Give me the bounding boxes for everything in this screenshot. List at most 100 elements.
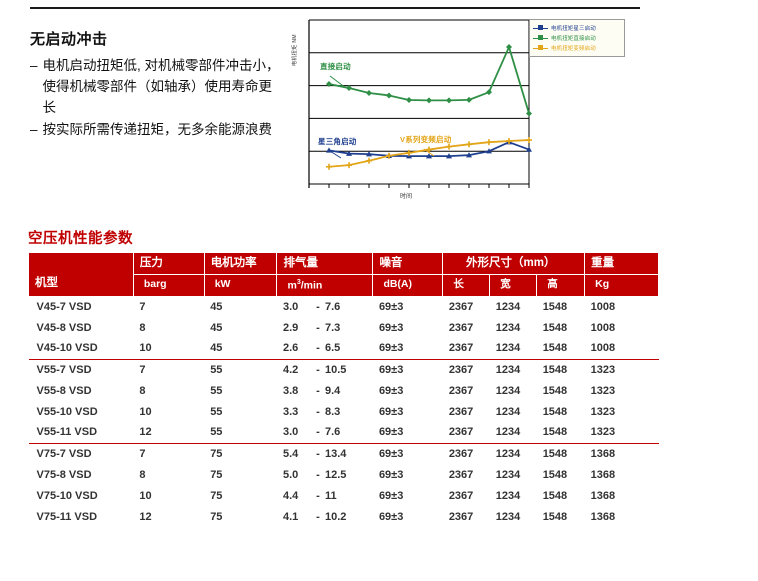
flow-min: 2.9 — [282, 321, 299, 334]
unit-flow-prefix: m — [287, 279, 297, 292]
cell-power: 45 — [210, 321, 223, 334]
cell-noise: 69±3 — [378, 405, 404, 418]
cell-model: V75-8 VSD — [36, 468, 92, 481]
cell-flow: 5.4 -13.4 — [276, 442, 373, 465]
flow-min: 3.8 — [282, 384, 299, 397]
cell-weight: 1368 — [584, 442, 659, 465]
cell-width: 1234 — [495, 489, 521, 502]
cell-model: V75-10 VSD — [36, 489, 98, 502]
cell-length: 2367 — [448, 300, 474, 313]
cell-flow: 4.4 -11 — [277, 485, 373, 506]
cell-height: 1548 — [542, 489, 568, 502]
flow-max: 10.2 — [324, 510, 347, 523]
cell-noise: 69±3 — [378, 342, 404, 355]
annotation-leader-line — [423, 148, 435, 157]
unit-flow-suffix: /min — [300, 279, 323, 292]
cell-length: 2367 — [442, 442, 490, 465]
cell-length: 2367 — [448, 321, 474, 334]
feature-item-text: 按实际所需传递扭矩，无多余能源浪费 — [42, 121, 273, 137]
cell-length: 2367 — [448, 342, 474, 355]
flow-max: 8.3 — [324, 405, 341, 418]
cell-height: 1548 — [542, 321, 568, 334]
cell-model: V55-10 VSD — [36, 405, 98, 418]
cell-pressure: 10 — [139, 489, 152, 502]
flow-range-dash: - — [316, 342, 320, 355]
flow-min: 3.0 — [282, 426, 299, 439]
chart-series-plus — [326, 137, 532, 170]
cell-pressure: 12 — [139, 510, 152, 523]
cell-pressure: 7 — [133, 442, 205, 465]
header-noise: 噪音 — [372, 252, 444, 275]
cell-flow: 4.2 -10.5 — [276, 358, 373, 381]
unit-noise: dB(A) — [372, 273, 444, 297]
cell-length: 2367 — [448, 489, 474, 502]
cell-pressure: 8 — [139, 384, 146, 397]
spec-table-body: V45-7 VSD 7 45 3.0-7.6 69±3 2367 1234 1548 1008 V… — [28, 296, 659, 527]
cell-length: 2367 — [448, 510, 474, 523]
flow-min: 4.1 — [282, 510, 299, 523]
cell-power: 75 — [210, 510, 223, 523]
cell-pressure: 12 — [139, 426, 152, 439]
section-title: 空压机性能参数 — [28, 231, 133, 247]
flow-min: 3.3 — [282, 405, 299, 418]
legend-marker-icon — [533, 34, 548, 42]
unit-flow-exponent: 3 — [296, 278, 301, 286]
flow-range-dash: - — [316, 510, 320, 523]
cell-weight: 1008 — [590, 300, 616, 313]
flow-min: 3.0 — [282, 300, 299, 313]
cell-model: V45-10 VSD — [36, 342, 98, 355]
cell-height: 1548 — [542, 300, 568, 313]
spec-table-head: 机型 压力 电机功率 排气量 噪音 外形尺寸（mm） 重量 barg kW m3… — [28, 252, 659, 297]
cell-pressure: 8 — [139, 321, 146, 334]
chart-annotation-vfd-start: V系列变频启动 — [400, 135, 452, 144]
cell-height: 1548 — [542, 426, 568, 439]
cell-weight: 1368 — [590, 510, 616, 523]
cell-power: 45 — [210, 300, 223, 313]
flow-range-dash: - — [316, 447, 320, 460]
flow-range-dash: - — [316, 468, 320, 481]
header-pressure: 压力 — [132, 252, 205, 275]
cell-height: 1548 — [536, 442, 585, 465]
chart-canvas — [308, 19, 532, 188]
table-row: V45-10 VSD 10 45 2.6 -6.5 69±3 2367 1234 1548 100… — [29, 338, 659, 359]
table-row: V45-8 VSD 8 45 2.9 -7.3 69±3 2367 1234 1548 1008 — [29, 317, 659, 338]
cell-model: V45-7 VSD — [36, 300, 92, 313]
annotation-leader-line — [329, 150, 342, 159]
feature-item: – 按实际所需传递扭矩，无多余能源浪费 — [30, 120, 280, 141]
cell-width: 1234 — [495, 510, 521, 523]
flow-max: 7.6 — [324, 300, 341, 313]
table-row: V45-7 VSD 7 45 3.0 -7.6 69±3 2367 1234 1548 1008 — [29, 296, 659, 317]
cell-width: 1234 — [489, 358, 537, 381]
flow-min: 5.4 — [282, 447, 299, 460]
cell-pressure: 8 — [139, 468, 146, 481]
cell-weight: 1008 — [590, 342, 616, 355]
cell-flow: 2.6 -6.5 — [277, 338, 373, 359]
flow-max: 7.3 — [324, 321, 341, 334]
unit-width: 宽 — [489, 273, 538, 297]
cell-height: 1548 — [542, 468, 568, 481]
cell-noise: 69±3 — [372, 358, 443, 381]
feature-title: 无启动冲击 — [30, 31, 108, 48]
cell-power: 75 — [204, 442, 277, 465]
header-power: 电机功率 — [203, 252, 278, 275]
header-weight: 重量 — [584, 252, 659, 275]
cell-power: 75 — [210, 468, 223, 481]
flow-range-dash: - — [316, 489, 320, 502]
flow-max: 9.4 — [324, 384, 341, 397]
flow-range-dash: - — [316, 300, 320, 313]
cell-width: 1234 — [495, 321, 521, 334]
unit-height: 高 — [536, 273, 586, 297]
feature-item-text: 电机启动扭矩低, 对机械零部件冲击小，使得机械零部件（如轴承）使用寿命更长 — [42, 58, 280, 115]
table-row: V75-8 VSD 8 75 5.0 -12.5 69±3 2367 1234 1548 1368 — [29, 464, 659, 485]
table-row: V75-7 VSD 7 75 5.4 -13.4 69±3 2367 1234 1548 1368 — [28, 442, 659, 465]
flow-range-dash: - — [316, 384, 320, 397]
table-row: V55-11 VSD 12 55 3.0 -7.6 69±3 2367 1234 1548 132… — [29, 422, 659, 443]
chart-series-diamond — [326, 44, 532, 117]
cell-noise: 69±3 — [378, 300, 404, 313]
cell-length: 2367 — [448, 468, 474, 481]
chart-y-axis-label: 电机扭矩 NM — [292, 34, 298, 66]
cell-flow: 2.9 -7.3 — [277, 317, 373, 338]
cell-flow: 3.8 -9.4 — [277, 380, 373, 401]
cell-length: 2367 — [448, 405, 474, 418]
chart-x-axis-label: 时间 — [400, 194, 413, 200]
